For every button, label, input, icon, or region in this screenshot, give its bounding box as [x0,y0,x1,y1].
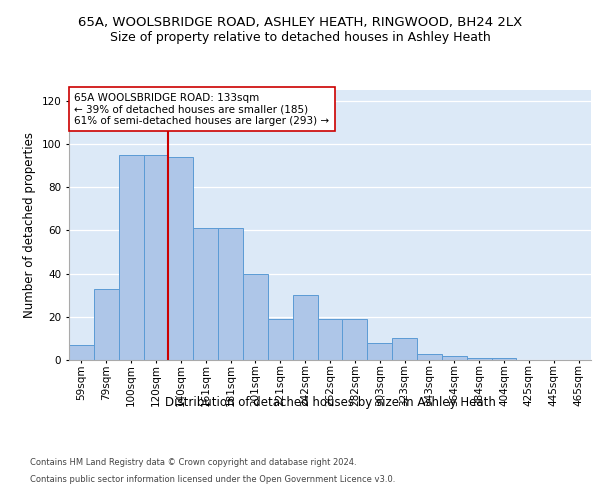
Text: Contains HM Land Registry data © Crown copyright and database right 2024.: Contains HM Land Registry data © Crown c… [30,458,356,467]
Text: Size of property relative to detached houses in Ashley Heath: Size of property relative to detached ho… [110,31,490,44]
Bar [94,288,119,360]
Bar [367,342,392,360]
Y-axis label: Number of detached properties: Number of detached properties [23,132,36,318]
Bar [169,157,193,360]
Bar [218,228,243,360]
Bar [467,358,491,360]
Text: Distribution of detached houses by size in Ashley Heath: Distribution of detached houses by size … [164,396,496,409]
Bar [243,274,268,360]
Bar [491,358,517,360]
Bar [119,155,143,360]
Text: Contains public sector information licensed under the Open Government Licence v3: Contains public sector information licen… [30,476,395,484]
Text: 65A WOOLSBRIDGE ROAD: 133sqm
← 39% of detached houses are smaller (185)
61% of s: 65A WOOLSBRIDGE ROAD: 133sqm ← 39% of de… [74,92,329,126]
Bar [417,354,442,360]
Bar [293,295,317,360]
Bar [69,345,94,360]
Bar [343,319,367,360]
Bar [268,319,293,360]
Text: 65A, WOOLSBRIDGE ROAD, ASHLEY HEATH, RINGWOOD, BH24 2LX: 65A, WOOLSBRIDGE ROAD, ASHLEY HEATH, RIN… [78,16,522,29]
Bar [442,356,467,360]
Bar [143,155,169,360]
Bar [317,319,343,360]
Bar [392,338,417,360]
Bar [193,228,218,360]
